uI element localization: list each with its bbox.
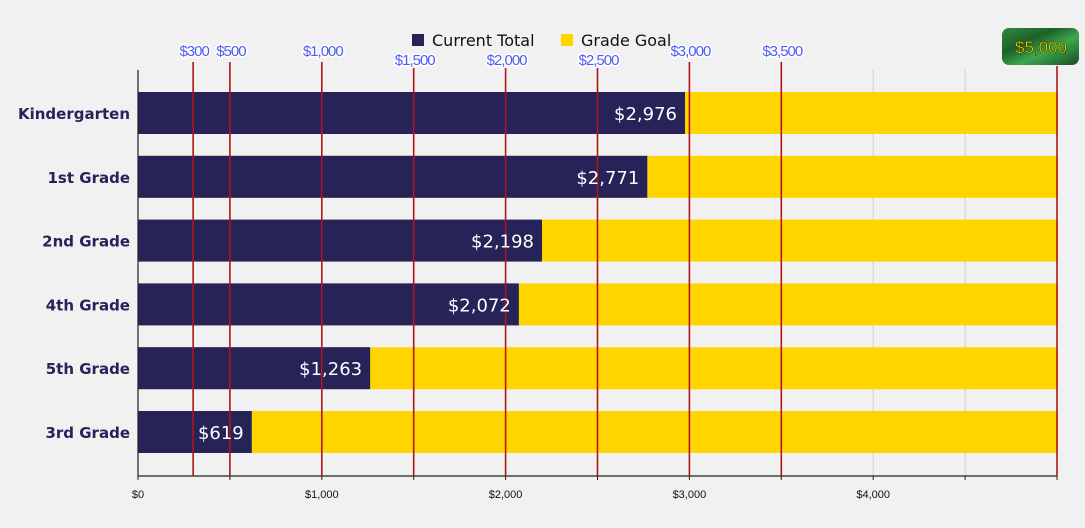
bar-current-total: [138, 283, 519, 326]
milestone-label: $500: [216, 43, 246, 60]
legend-label-current-total: Current Total: [432, 31, 535, 50]
legend-swatch-current-total: [412, 34, 424, 46]
milestone-lines: [192, 62, 1058, 476]
milestone-label: $1,000: [303, 43, 344, 60]
milestone-label: $3,500: [762, 43, 803, 60]
category-label: 5th Grade: [46, 360, 130, 378]
x-tick-label: $2,000: [489, 489, 523, 501]
value-label: $2,198: [471, 232, 534, 253]
x-tick-label: $3,000: [673, 489, 707, 501]
x-tick-label: $1,000: [305, 489, 339, 501]
value-label: $619: [198, 423, 244, 444]
value-labels: $2,976 $2,771 $2,198 $2,072 $1,263 $619: [198, 104, 677, 444]
value-label: $1,263: [299, 359, 362, 380]
milestone-label: $3,000: [670, 43, 711, 60]
category-label: 2nd Grade: [42, 233, 130, 251]
category-label: 3rd Grade: [45, 424, 130, 442]
bar-current-total: [138, 92, 685, 134]
bar-current-total: [138, 155, 648, 198]
value-label: $2,976: [614, 104, 677, 125]
milestone-labels: $300 $500 $1,000 $1,500 $2,000 $2,500 $3,000 $3…: [178, 28, 1079, 71]
milestone-badge-final: [1002, 28, 1079, 65]
milestone-label: $2,500: [579, 52, 620, 69]
gridlines: [872, 70, 966, 476]
legend-label-grade-goal: Grade Goal: [581, 31, 671, 50]
value-label: $2,771: [576, 168, 639, 189]
legend: Current Total Grade Goal: [412, 31, 671, 50]
category-label: 4th Grade: [46, 296, 130, 314]
category-label: Kindergarten: [18, 105, 130, 123]
milestone-label: $2,000: [487, 52, 528, 69]
bar-current-total: [138, 347, 371, 390]
legend-item-grade-goal[interactable]: Grade Goal: [561, 31, 671, 50]
category-labels: Kindergarten 1st Grade 2nd Grade 4th Grade 5…: [18, 105, 130, 442]
milestone-label: $300: [179, 43, 209, 60]
bar-current-total: [138, 219, 542, 262]
value-label: $2,072: [448, 295, 511, 316]
legend-swatch-grade-goal: [561, 34, 573, 46]
bar-current-total: [138, 411, 252, 453]
x-tick-label: $4,000: [856, 489, 890, 501]
milestone-label-final: $5,000: [1015, 38, 1067, 57]
category-label: 1st Grade: [48, 169, 131, 187]
milestone-label: $1,500: [395, 52, 436, 69]
x-tick-label: $0: [132, 489, 144, 501]
legend-item-current-total[interactable]: Current Total: [412, 31, 535, 50]
